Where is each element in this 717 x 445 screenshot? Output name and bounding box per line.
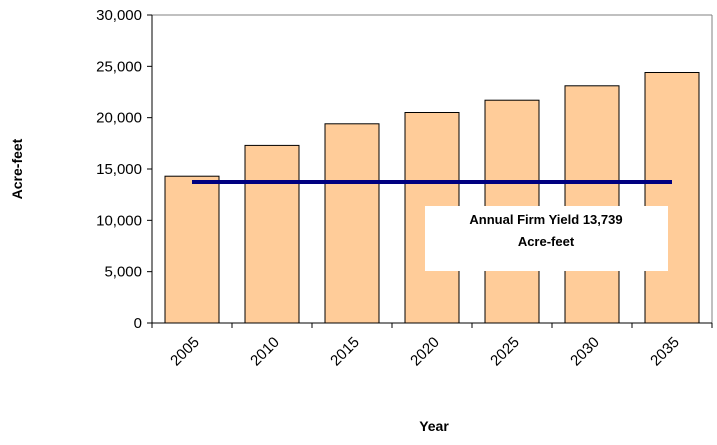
bar-2010 bbox=[244, 144, 300, 324]
annotation-text-line2: Acre-feet bbox=[518, 234, 575, 249]
x-tick-label: 2020 bbox=[407, 334, 443, 370]
x-axis-title: Year bbox=[419, 418, 449, 434]
y-tick-label: 15,000 bbox=[96, 161, 142, 178]
y-tick-label: 25,000 bbox=[96, 58, 142, 75]
bar-2030 bbox=[564, 85, 620, 324]
x-tick-label: 2015 bbox=[327, 334, 363, 370]
x-tick-label: 2010 bbox=[247, 334, 283, 370]
x-tick-label: 2035 bbox=[647, 334, 683, 370]
annotation-text-line1: Annual Firm Yield 13,739 bbox=[469, 212, 622, 227]
bars bbox=[164, 72, 700, 324]
bar-2005 bbox=[164, 175, 220, 324]
x-tick-label: 2025 bbox=[487, 334, 523, 370]
y-tick-label: 5,000 bbox=[104, 264, 142, 281]
y-tick-label: 30,000 bbox=[96, 7, 142, 24]
annotation-box bbox=[425, 206, 668, 271]
x-tick-label: 2030 bbox=[567, 334, 603, 370]
y-tick-label: 10,000 bbox=[96, 212, 142, 229]
y-axis-title: Acre-feet bbox=[9, 138, 25, 199]
y-tick-label: 0 bbox=[134, 315, 142, 332]
annotation-group: Annual Firm Yield 13,739 Acre-feet bbox=[425, 206, 668, 271]
y-tick-label: 20,000 bbox=[96, 110, 142, 127]
x-tick-label: 2005 bbox=[167, 334, 203, 370]
bar-2035 bbox=[644, 72, 700, 324]
plot-frame bbox=[152, 14, 713, 323]
bar-2015 bbox=[324, 123, 380, 324]
